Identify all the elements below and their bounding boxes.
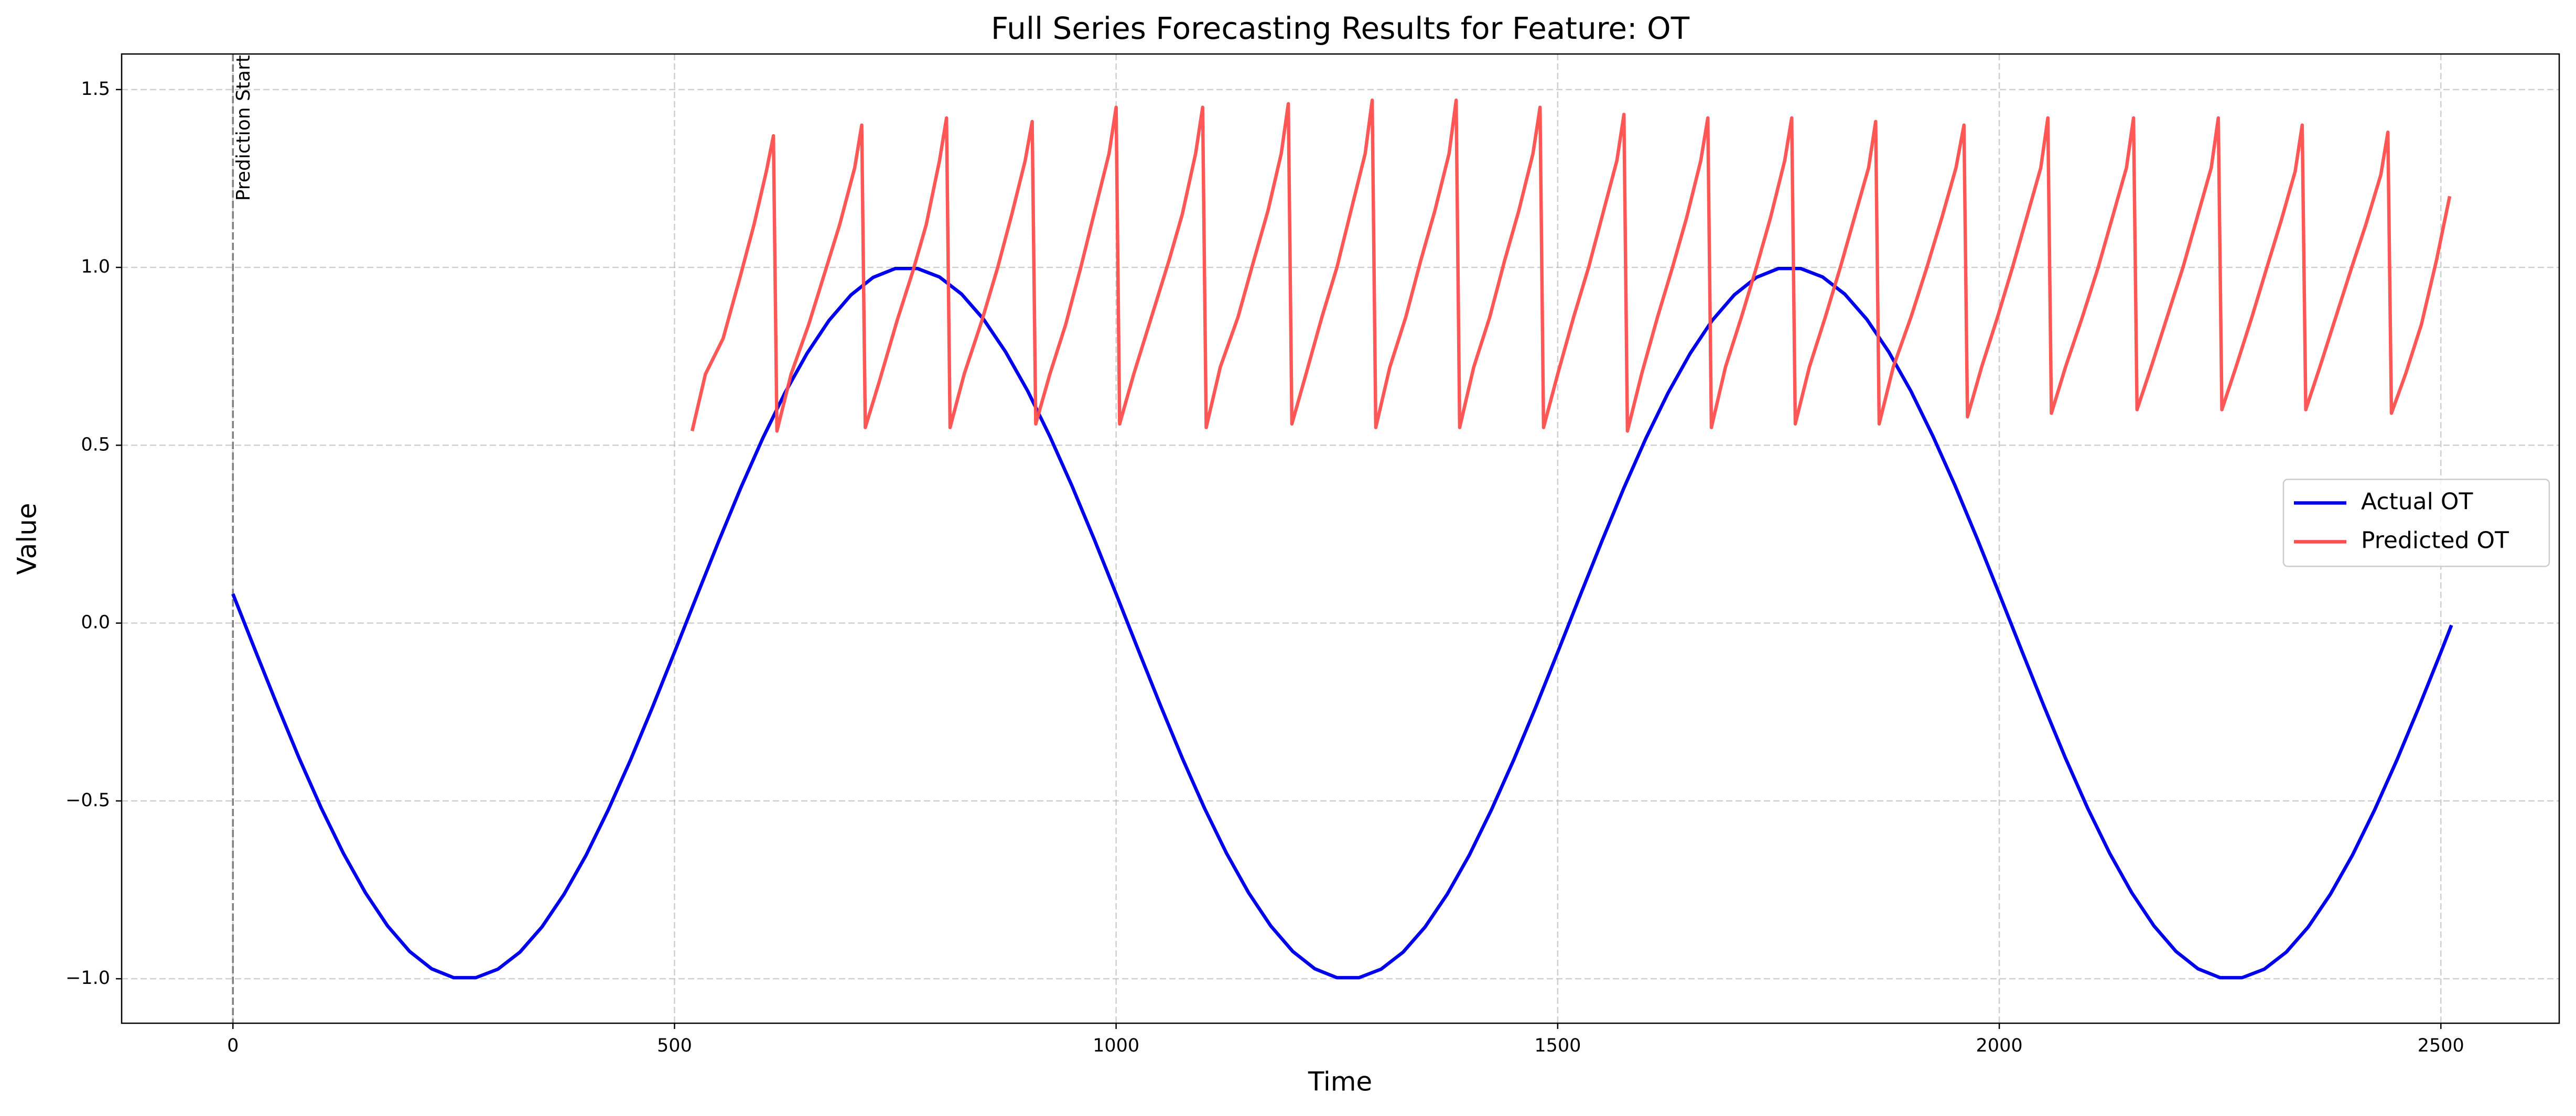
prediction-start-label: Prediction Start xyxy=(233,55,254,201)
legend-label: Predicted OT xyxy=(2361,527,2509,554)
y-tick-label: −0.5 xyxy=(66,790,110,811)
x-tick-label: 1500 xyxy=(1534,1035,1581,1056)
axes-frame xyxy=(121,53,2560,1024)
legend-box xyxy=(2282,479,2550,567)
x-tick-label: 500 xyxy=(657,1035,692,1056)
x-tick-label: 1000 xyxy=(1093,1035,1139,1056)
y-axis-label: Value xyxy=(12,503,42,575)
series-line xyxy=(231,266,2453,980)
y-tick-label: 0.0 xyxy=(81,612,110,633)
x-tick-label: 2000 xyxy=(1976,1035,2023,1056)
x-axis-label: Time xyxy=(1308,1067,1372,1097)
chart-title: Full Series Forecasting Results for Feat… xyxy=(991,10,1690,46)
x-tick-label: 0 xyxy=(227,1035,239,1056)
y-tick-label: −1.0 xyxy=(66,968,110,989)
y-tick-label: 1.0 xyxy=(81,256,110,277)
x-tick-label: 2500 xyxy=(2418,1035,2464,1056)
legend-label: Actual OT xyxy=(2361,489,2473,515)
series-line xyxy=(690,98,2452,433)
y-tick-label: 1.5 xyxy=(81,79,110,100)
y-tick-label: 0.5 xyxy=(81,434,110,455)
legend: Actual OT Predicted OT xyxy=(2282,479,2550,567)
